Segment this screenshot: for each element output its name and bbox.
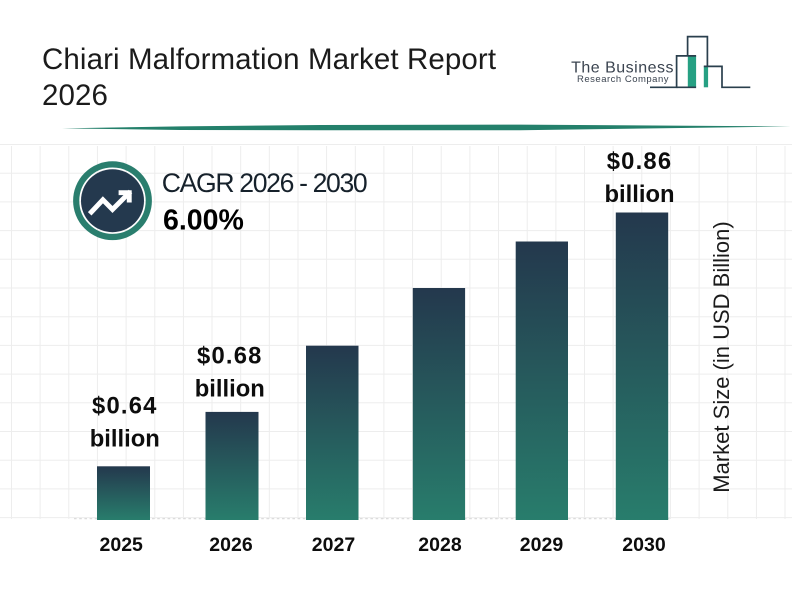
- svg-text:2029: 2029: [520, 534, 564, 556]
- svg-text:$0.64: $0.64: [92, 393, 158, 420]
- svg-text:$0.68: $0.68: [197, 343, 263, 370]
- svg-text:billion: billion: [195, 375, 265, 402]
- svg-text:2027: 2027: [312, 534, 355, 556]
- svg-text:6.00%: 6.00%: [163, 205, 244, 237]
- svg-text:$0.86: $0.86: [607, 148, 673, 175]
- svg-text:The Business: The Business: [571, 60, 674, 77]
- svg-text:2028: 2028: [418, 534, 462, 556]
- svg-text:CAGR 2026 - 2030: CAGR 2026 - 2030: [162, 168, 367, 198]
- svg-text:Research Company: Research Company: [577, 74, 669, 85]
- svg-text:2026: 2026: [209, 534, 253, 556]
- svg-text:Market Size (in USD Billion): Market Size (in USD Billion): [709, 221, 734, 492]
- svg-text:2025: 2025: [100, 534, 144, 556]
- svg-text:2026: 2026: [42, 79, 108, 112]
- svg-text:billion: billion: [604, 181, 674, 208]
- svg-text:2030: 2030: [622, 534, 666, 556]
- svg-text:billion: billion: [90, 425, 160, 452]
- svg-text:Chiari Malformation Market Rep: Chiari Malformation Market Report: [42, 43, 496, 76]
